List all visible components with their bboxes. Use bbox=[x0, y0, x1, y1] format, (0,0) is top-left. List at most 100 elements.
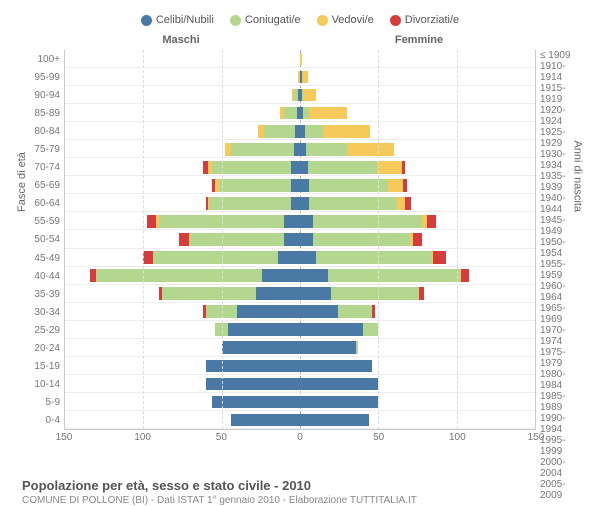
bar-segment bbox=[300, 341, 356, 354]
x-tick: 50 bbox=[216, 432, 227, 443]
age-tick: 90-94 bbox=[20, 86, 64, 104]
male-half bbox=[65, 161, 300, 174]
y-axis-right-title: Anni di nascita bbox=[572, 140, 584, 212]
pyramid-row bbox=[65, 140, 535, 158]
male-half bbox=[65, 378, 300, 391]
bar-segment bbox=[338, 305, 372, 318]
bar-segment bbox=[300, 305, 338, 318]
pyramid-row bbox=[65, 393, 535, 411]
bar-segment bbox=[377, 161, 402, 174]
x-tick: 0 bbox=[297, 432, 303, 443]
male-half bbox=[65, 360, 300, 373]
age-tick: 95-99 bbox=[20, 68, 64, 86]
bar-segment bbox=[356, 341, 358, 354]
birth-tick: 2000-2004 bbox=[536, 457, 580, 479]
pyramid-row bbox=[65, 212, 535, 230]
female-half bbox=[300, 269, 535, 282]
birth-tick: 1980-1984 bbox=[536, 369, 580, 391]
female-half bbox=[300, 378, 535, 391]
female-half bbox=[300, 287, 535, 300]
bar-segment bbox=[461, 269, 469, 282]
bar-segment bbox=[403, 179, 406, 192]
legend-swatch bbox=[230, 15, 241, 26]
gridline bbox=[457, 50, 458, 429]
plot-area: Fasce di età Anni di nascita 100+95-9990… bbox=[20, 50, 580, 430]
legend-item: Celibi/Nubili bbox=[141, 14, 214, 26]
bar-segment bbox=[300, 323, 363, 336]
bar-segment bbox=[300, 53, 302, 66]
female-half bbox=[300, 179, 535, 192]
birth-tick: 1950-1954 bbox=[536, 237, 580, 259]
bar-segment bbox=[237, 305, 300, 318]
bar-segment bbox=[300, 197, 309, 210]
chart-title: Popolazione per età, sesso e stato civil… bbox=[22, 478, 578, 493]
age-tick: 15-19 bbox=[20, 358, 64, 376]
bar-segment bbox=[427, 215, 436, 228]
bar-segment bbox=[397, 197, 405, 210]
female-half bbox=[300, 107, 535, 120]
bar-rows bbox=[65, 50, 535, 429]
bar-segment bbox=[433, 251, 446, 264]
bar-segment bbox=[190, 233, 284, 246]
bars-zone bbox=[64, 50, 536, 430]
bar-segment bbox=[278, 251, 300, 264]
age-tick: 20-24 bbox=[20, 340, 64, 358]
legend-label: Celibi/Nubili bbox=[156, 14, 214, 26]
pyramid-row bbox=[65, 411, 535, 429]
bar-segment bbox=[323, 125, 370, 138]
y-axis-left-title: Fasce di età bbox=[16, 152, 28, 212]
female-half bbox=[300, 233, 535, 246]
x-tick: 150 bbox=[56, 432, 73, 443]
pyramid-row bbox=[65, 267, 535, 285]
age-tick: 80-84 bbox=[20, 122, 64, 140]
bar-segment bbox=[300, 179, 309, 192]
female-half bbox=[300, 323, 535, 336]
bar-segment bbox=[179, 233, 188, 246]
bar-segment bbox=[313, 233, 410, 246]
age-tick: 30-34 bbox=[20, 303, 64, 321]
female-half bbox=[300, 143, 535, 156]
chart-subtitle: COMUNE DI POLLONE (BI) - Dati ISTAT 1° g… bbox=[22, 495, 578, 506]
female-half bbox=[300, 197, 535, 210]
row-divider bbox=[65, 428, 535, 429]
bar-segment bbox=[96, 269, 262, 282]
female-half bbox=[300, 125, 535, 138]
bar-segment bbox=[331, 287, 419, 300]
legend-swatch bbox=[141, 15, 152, 26]
bar-segment bbox=[300, 233, 313, 246]
birth-tick: 1955-1959 bbox=[536, 259, 580, 281]
bar-segment bbox=[300, 287, 331, 300]
bar-segment bbox=[306, 143, 347, 156]
pyramid-row bbox=[65, 194, 535, 212]
bar-segment bbox=[300, 251, 316, 264]
male-header: Maschi bbox=[20, 34, 300, 46]
bar-segment bbox=[302, 71, 308, 84]
bar-segment bbox=[284, 233, 300, 246]
bar-segment bbox=[402, 161, 405, 174]
male-half bbox=[65, 215, 300, 228]
bar-segment bbox=[300, 215, 313, 228]
legend-swatch bbox=[390, 15, 401, 26]
legend-item: Divorziati/e bbox=[390, 14, 459, 26]
female-half bbox=[300, 360, 535, 373]
pyramid-row bbox=[65, 321, 535, 339]
bar-segment bbox=[388, 179, 404, 192]
bar-segment bbox=[309, 107, 347, 120]
pyramid-row bbox=[65, 68, 535, 86]
x-tick: 100 bbox=[134, 432, 151, 443]
column-headers: Maschi Femmine bbox=[20, 34, 580, 46]
bar-segment bbox=[264, 125, 295, 138]
legend-label: Coniugati/e bbox=[245, 14, 301, 26]
bar-segment bbox=[300, 360, 372, 373]
legend-item: Coniugati/e bbox=[230, 14, 301, 26]
bar-segment bbox=[347, 143, 394, 156]
y-axis-left: 100+95-9990-9485-8980-8475-7970-7465-696… bbox=[20, 50, 64, 430]
birth-tick: ≤ 1909 bbox=[536, 50, 580, 61]
bar-segment bbox=[300, 269, 328, 282]
male-half bbox=[65, 125, 300, 138]
female-half bbox=[300, 215, 535, 228]
bar-segment bbox=[284, 215, 300, 228]
male-half bbox=[65, 143, 300, 156]
bar-segment bbox=[206, 360, 300, 373]
x-tick: 150 bbox=[528, 432, 545, 443]
